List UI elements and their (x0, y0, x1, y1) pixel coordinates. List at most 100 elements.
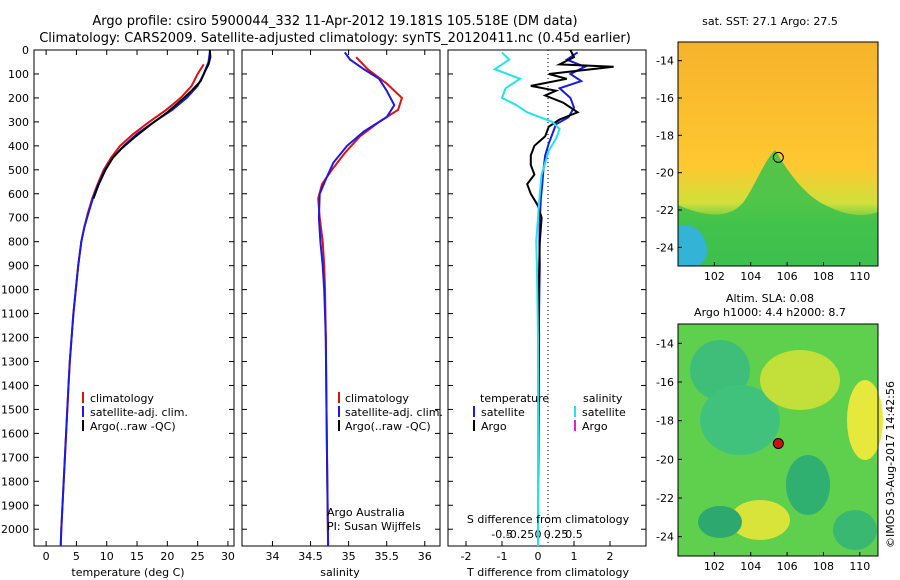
salinity-axes (241, 49, 441, 547)
footer-stamp: ©IMOS 03-Aug-2017 14:42:56 (884, 381, 897, 548)
s-xtick-label: 0.5 (565, 528, 583, 541)
map-xtick-label: 106 (777, 270, 798, 283)
map-ytick-label: -20 (656, 167, 674, 180)
difference-series-t-argo (526, 49, 614, 546)
depth-tick-label: 800 (8, 236, 29, 249)
depth-tick-label: 500 (8, 164, 29, 177)
sla-map-frame (677, 323, 879, 557)
map-xtick-label: 104 (740, 560, 761, 573)
depth-tick-label: 0 (22, 44, 29, 57)
depth-tick-label: 400 (8, 140, 29, 153)
legend-title-temperature: temperature (480, 392, 549, 405)
salinity-series-satellite-adj-clim (317, 51, 396, 547)
map-ytick-label: -22 (656, 204, 674, 217)
xtick-label: 0 (43, 550, 50, 563)
map-ytick-label: -14 (656, 337, 674, 350)
map-xtick-label: 110 (849, 270, 870, 283)
sla-float-marker (772, 437, 784, 449)
difference-series-s-satellite (492, 51, 561, 546)
difference-panel: -2 -1 0 1 2-0.5-0.25 0 0.250.5 temperature sal… (447, 49, 647, 579)
s-xtick-label: 0.25 (544, 528, 569, 541)
depth-tick-label: 1200 (1, 332, 29, 345)
t-xtick-label: 2 (607, 550, 614, 563)
map-xtick-label: 102 (704, 560, 725, 573)
sla-low-1 (760, 350, 840, 410)
legend-satellite: satellite-adj. clim. (345, 406, 443, 419)
map-ytick-label: -24 (656, 531, 674, 544)
sla-high-2 (700, 385, 780, 455)
temperature-xlabel: temperature (deg C) (71, 566, 184, 579)
map-ytick-label: -18 (656, 415, 674, 428)
xtick-label: 5 (73, 550, 80, 563)
map-ytick-label: -16 (656, 376, 674, 389)
sst-map-panel: sat. SST: 27.1 Argo: 27.5 102 104 106 108 11… (656, 15, 879, 283)
depth-tick-label: 1000 (1, 284, 29, 297)
depth-tick-label: 100 (8, 68, 29, 81)
sst-float-marker (772, 151, 784, 163)
xtick-label: 35 (342, 550, 356, 563)
s-xtick-label: -0.5 (491, 528, 512, 541)
annotation-pi: PI: Susan Wijffels (327, 520, 421, 533)
t-xtick-label: 1 (571, 550, 578, 563)
sst-warm-tongue (678, 150, 878, 266)
t-xtick-label: 0 (535, 550, 542, 563)
map-ytick-label: -20 (656, 453, 674, 466)
sla-high-4 (698, 506, 742, 538)
legend-t-satellite: satellite (481, 406, 525, 419)
difference-legend: temperature salinity satellite Argo sate… (473, 392, 626, 433)
xtick-label: 30 (221, 550, 235, 563)
legend-climatology: climatology (345, 392, 409, 405)
legend-s-argo: Argo (582, 420, 608, 433)
depth-tick-label: 1400 (1, 379, 29, 392)
header-line2: Climatology: CARS2009. Satellite-adjuste… (39, 31, 631, 46)
xtick-label: 20 (160, 550, 174, 563)
map-xtick-label: 102 (704, 270, 725, 283)
salinity-panel: 34 34.5 35 35.5 36 climatology satellite-adj… (241, 49, 443, 579)
depth-tick-label: 300 (8, 116, 29, 129)
xtick-label: 35.5 (374, 550, 399, 563)
xtick-label: 36 (418, 550, 432, 563)
depth-tick-label: 1500 (1, 403, 29, 416)
t-xtick-label: -1 (497, 550, 508, 563)
depth-tick-label: 1800 (1, 475, 29, 488)
map-ytick-label: -24 (656, 241, 674, 254)
depth-tick-label: 1700 (1, 451, 29, 464)
salinity-legend: climatology satellite-adj. clim. Argo(..… (338, 392, 443, 433)
xtick-label: 25 (191, 550, 205, 563)
map-xtick-label: 106 (777, 560, 798, 573)
depth-tick-label: 900 (8, 260, 29, 273)
map-xtick-label: 108 (813, 560, 834, 573)
xtick-label: 34 (265, 550, 279, 563)
map-xtick-label: 108 (813, 270, 834, 283)
map-ytick-label: -16 (656, 92, 674, 105)
sla-high-5 (833, 510, 877, 550)
temperature-panel: 0100200300400500600700800900100011001200… (1, 44, 235, 579)
salinity-xlabel: salinity (320, 566, 360, 579)
annotation-argo-australia: Argo Australia (327, 506, 405, 519)
depth-tick-label: 200 (8, 92, 29, 105)
sst-map-title: sat. SST: 27.1 Argo: 27.5 (702, 15, 838, 28)
depth-tick-label: 600 (8, 188, 29, 201)
depth-tick-label: 1900 (1, 499, 29, 512)
t-xtick-label: -2 (461, 550, 472, 563)
legend-argo: Argo(..raw -QC) (90, 420, 176, 433)
map-ytick-label: -18 (656, 129, 674, 142)
xtick-label: 15 (130, 550, 144, 563)
difference-axes (447, 49, 647, 547)
difference-xlabel: T difference from climatology (466, 566, 629, 579)
depth-tick-label: 1300 (1, 355, 29, 368)
xtick-label: 10 (100, 550, 114, 563)
map-ytick-label: -22 (656, 492, 674, 505)
temperature-series-argo-raw-qc (92, 49, 212, 199)
map-xtick-label: 110 (849, 560, 870, 573)
sst-map-frame (677, 41, 879, 267)
sla-map-panel: Altim. SLA: 0.08 Argo h1000: 4.4 h2000: … (656, 292, 883, 573)
legend-argo: Argo(..raw -QC) (345, 420, 431, 433)
temperature-legend: climatology satellite-adj. clim. Argo(..… (82, 392, 188, 433)
sla-high-3 (786, 455, 830, 515)
header-line1: Argo profile: csiro 5900044_332 11-Apr-2… (92, 14, 577, 29)
depth-tick-label: 1600 (1, 427, 29, 440)
s-xtick-label: -0.25 (506, 528, 534, 541)
xtick-label: 34.5 (298, 550, 323, 563)
sla-high-1 (690, 340, 750, 400)
